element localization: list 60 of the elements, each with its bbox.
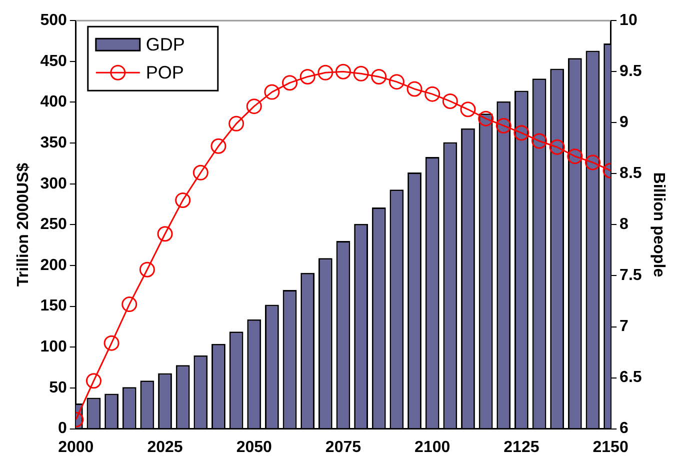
- point: [371, 68, 387, 84]
- point: [192, 164, 208, 180]
- y2-tick-label: 10: [620, 12, 638, 30]
- y2-tick-label: 9.5: [620, 63, 642, 80]
- y2-tick-label: 6: [620, 420, 629, 438]
- point: [300, 68, 316, 84]
- x-tick-label: 2150: [592, 438, 628, 456]
- legend-label: GDP: [146, 34, 185, 55]
- x-tick-label: 2125: [504, 438, 540, 456]
- y-tick-label: 250: [40, 216, 67, 234]
- x-tick-label: 2100: [414, 438, 450, 456]
- point: [104, 335, 120, 351]
- y-tick-label: 300: [40, 175, 67, 192]
- y2-axis-title: Billion people: [650, 172, 667, 278]
- y-tick-label: 450: [40, 52, 67, 70]
- point: [122, 296, 138, 312]
- point: [460, 102, 476, 118]
- point: [584, 154, 600, 170]
- y-tick-label: 500: [40, 12, 67, 30]
- y-tick-label: 400: [40, 94, 67, 111]
- point: [210, 138, 226, 154]
- point: [532, 133, 548, 149]
- point: [567, 148, 583, 164]
- y2-tick-label: 7.5: [620, 267, 642, 284]
- x-tick-label: 2025: [147, 438, 183, 456]
- y-tick-label: 200: [40, 256, 67, 274]
- y2-tick-label: 6.5: [620, 369, 642, 386]
- y-tick-label: 150: [40, 298, 67, 315]
- y2-tick-label: 8: [620, 216, 629, 234]
- point: [424, 86, 440, 102]
- point: [388, 74, 404, 90]
- x-tick-label: 2000: [58, 438, 94, 456]
- point: [139, 262, 155, 278]
- point: [175, 192, 191, 208]
- y-tick-label: 350: [40, 134, 67, 152]
- point: [478, 110, 494, 126]
- point: [246, 98, 262, 114]
- point: [442, 93, 458, 109]
- y2-tick-label: 7: [620, 318, 629, 336]
- point: [496, 118, 512, 134]
- point: [549, 139, 565, 155]
- point: [86, 373, 102, 389]
- point: [353, 66, 369, 82]
- y-tick-label: 50: [49, 379, 67, 396]
- y-tick-label: 100: [40, 338, 67, 356]
- legend-label: POP: [146, 62, 184, 83]
- x-tick-label: 2050: [236, 438, 272, 456]
- y2-tick-label: 9: [620, 114, 629, 132]
- point: [228, 116, 244, 132]
- point: [282, 75, 298, 91]
- y-tick-label: 0: [58, 420, 67, 438]
- point: [406, 81, 422, 97]
- x-tick-label: 2075: [325, 438, 362, 456]
- point: [318, 64, 334, 80]
- point: [157, 226, 173, 242]
- point: [335, 64, 351, 80]
- point: [264, 84, 280, 100]
- y2-tick-label: 8.5: [620, 165, 642, 182]
- y-axis-title: Trillion 2000US$: [15, 162, 32, 287]
- point: [514, 125, 530, 141]
